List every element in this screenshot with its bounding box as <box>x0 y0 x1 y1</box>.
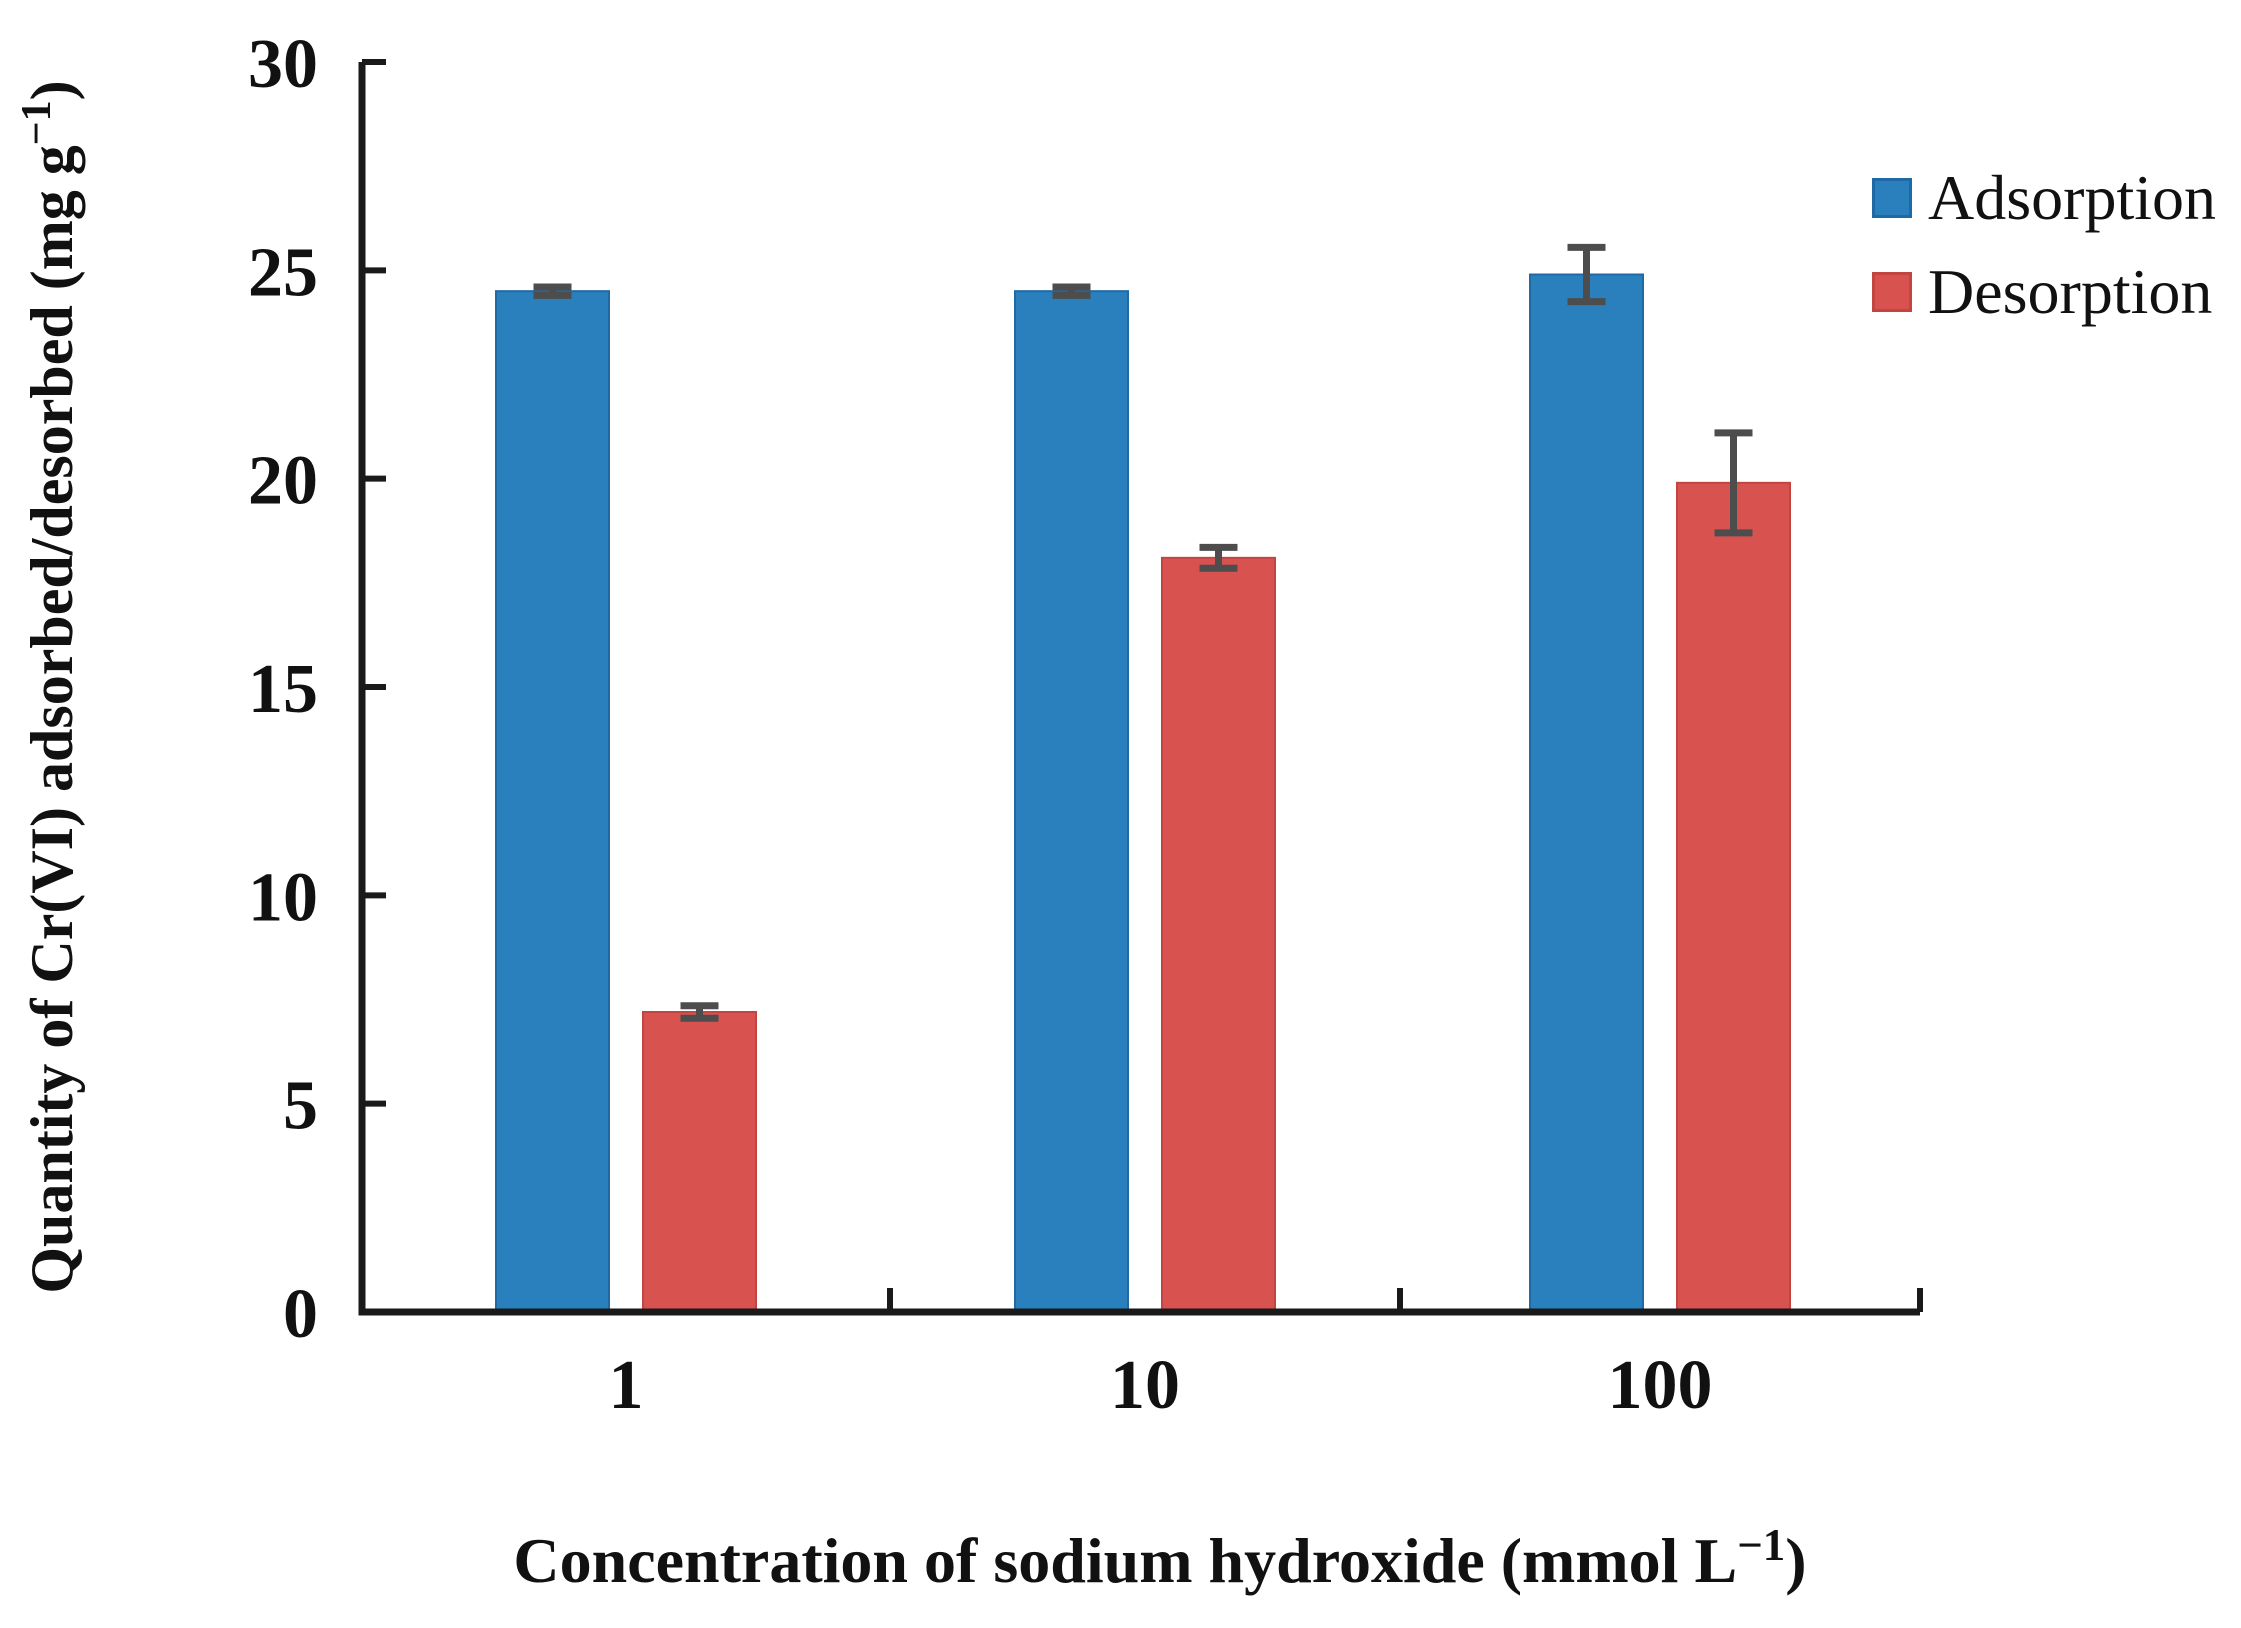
legend-label-adsorption: Adsorption <box>1928 162 2216 233</box>
x-category-label-1: 1 <box>609 1347 644 1424</box>
error-bar-desorption-1 <box>680 1002 719 1022</box>
y-axis-title: Quantity of Cr(VI) adsorbed/desorbed (mg… <box>14 80 85 1293</box>
error-bar-desorption-100 <box>1714 429 1753 537</box>
bar-desorption-100 <box>1676 481 1791 1314</box>
error-bar-adsorption-10 <box>1052 283 1091 299</box>
error-bar-desorption-10 <box>1199 543 1238 572</box>
legend-item-adsorption: Adsorption <box>1872 166 2216 230</box>
x-category-label-10: 10 <box>1110 1347 1180 1424</box>
bar-adsorption-1 <box>495 290 610 1313</box>
y-tick-label-5: 5 <box>283 1068 318 1145</box>
y-tick-label-20: 20 <box>248 443 318 520</box>
y-tick-label-25: 25 <box>248 234 318 311</box>
legend-item-desorption: Desorption <box>1872 260 2216 324</box>
bar-adsorption-10 <box>1014 290 1129 1313</box>
legend-label-desorption: Desorption <box>1928 256 2213 327</box>
y-tick-label-15: 15 <box>248 651 318 728</box>
bar-desorption-1 <box>642 1011 757 1313</box>
bar-adsorption-100 <box>1529 273 1644 1313</box>
x-axis-title: Concentration of sodium hydroxide (mmol … <box>513 1520 1806 1596</box>
y-tick-label-10: 10 <box>248 859 318 936</box>
bar-desorption-10 <box>1161 556 1276 1313</box>
adsorption-swatch-icon <box>1872 178 1912 218</box>
desorption-swatch-icon <box>1872 272 1912 312</box>
x-category-label-100: 100 <box>1608 1347 1713 1424</box>
error-bar-adsorption-1 <box>533 283 572 299</box>
chart-legend: Adsorption Desorption <box>1872 166 2216 324</box>
y-tick-label-30: 30 <box>248 26 318 103</box>
error-bar-adsorption-100 <box>1567 243 1606 306</box>
y-tick-label-0: 0 <box>283 1276 318 1353</box>
